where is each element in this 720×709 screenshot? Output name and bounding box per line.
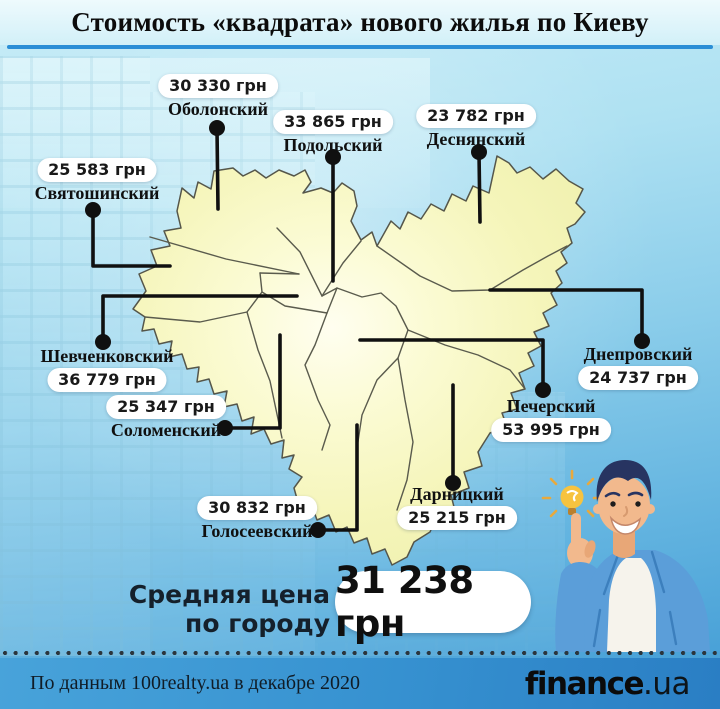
mascot-body [555,460,710,652]
district-label-dneprovskiy: 24 737 грн Днепровский [578,344,698,390]
district-price-badge: 23 782 грн [416,104,536,128]
district-price-badge: 30 832 грн [197,496,317,520]
district-name: Днепровский [583,344,693,364]
header-accent-rule [7,45,713,49]
dotted-divider [2,650,718,656]
district-label-shevchenkovskiy: 36 779 грн Шевченковский [40,346,174,392]
district-name: Подольский [283,135,383,155]
pin-dot-dneprovskiy [634,333,650,349]
data-source-note: По данным 100realty.ua в декабре 2020 [30,672,360,694]
pin-line-goloseevskiy [316,423,359,532]
pin-dot-shevchenkovskiy [95,334,111,350]
header-bar: Стоимость «квадрата» нового жилья по Кие… [0,0,720,45]
district-price-badge: 24 737 грн [578,366,698,390]
district-label-svyatoshinskiy: 25 583 грн Святошинский [34,158,160,204]
pin-dot-obolonskiy [209,120,225,136]
idea-bulb-icon [541,469,603,518]
map-outline [132,155,586,566]
pin-line-obolonskiy [215,127,220,211]
district-name: Голосеевский [201,521,313,541]
pin-line-shevchenkovskiy [101,294,299,344]
district-name: Святошинский [34,183,160,203]
average-price-label-line1: Средняя цена [128,580,330,609]
logo-bold-part: finance [524,665,645,702]
pin-dots [85,120,650,538]
district-price-badge: 30 330 грн [158,74,278,98]
district-label-solomenskiy: 25 347 грн Соломенский [106,395,226,441]
pin-dot-darnitskiy [445,475,461,491]
district-name: Оболонский [167,99,269,119]
average-price-value: 31 238 грн [335,559,531,645]
pin-line-desnyanskiy [477,151,482,224]
district-label-goloseevskiy: 30 832 грн Голосеевский [197,496,317,542]
pin-dot-pecherskiy [535,382,551,398]
district-name: Соломенский [110,420,222,440]
district-name: Деснянский [426,129,526,149]
district-price-badge: 25 583 грн [37,158,157,182]
finance-ua-logo: finance .ua [524,665,691,702]
pin-dot-solomenskiy [217,420,233,436]
pin-dot-goloseevskiy [310,522,326,538]
district-name: Дарницкий [410,484,504,504]
district-label-podolskiy: 33 865 грн Подольский [273,110,393,156]
pin-dot-podolskiy [325,149,341,165]
pin-line-svyatoshinskiy [91,208,172,268]
pin-line-dneprovskiy [488,288,644,343]
average-price-label: Средняя цена по городу [120,580,330,638]
district-price-badge: 25 347 грн [106,395,226,419]
building-tower-left [0,56,150,656]
pin-line-solomenskiy [223,333,282,430]
pin-dot-svyatoshinskiy [85,202,101,218]
average-price-label-line2: по городу [185,609,330,638]
page-title: Стоимость «квадрата» нового жилья по Кие… [71,7,649,37]
district-price-badge: 53 995 грн [491,418,611,442]
footer-bar: По данным 100realty.ua в декабре 2020 fi… [0,658,720,709]
district-price-badge: 33 865 грн [273,110,393,134]
district-name: Печерский [506,396,596,416]
pin-connectors [91,127,644,532]
district-label-desnyanskiy: 23 782 грн Деснянский [416,104,536,150]
logo-light-part: .ua [643,665,691,702]
district-label-darnitskiy: 25 215 грн Дарницкий [397,484,517,530]
district-price-badge: 36 779 грн [47,368,167,392]
pin-line-pecherskiy [358,338,545,392]
district-label-pecherskiy: 53 995 грн Печерский [491,396,611,442]
district-label-obolonskiy: 30 330 грн Оболонский [158,74,278,120]
pin-dot-desnyanskiy [471,144,487,160]
district-name: Шевченковский [40,346,174,366]
district-price-badge: 25 215 грн [397,506,517,530]
